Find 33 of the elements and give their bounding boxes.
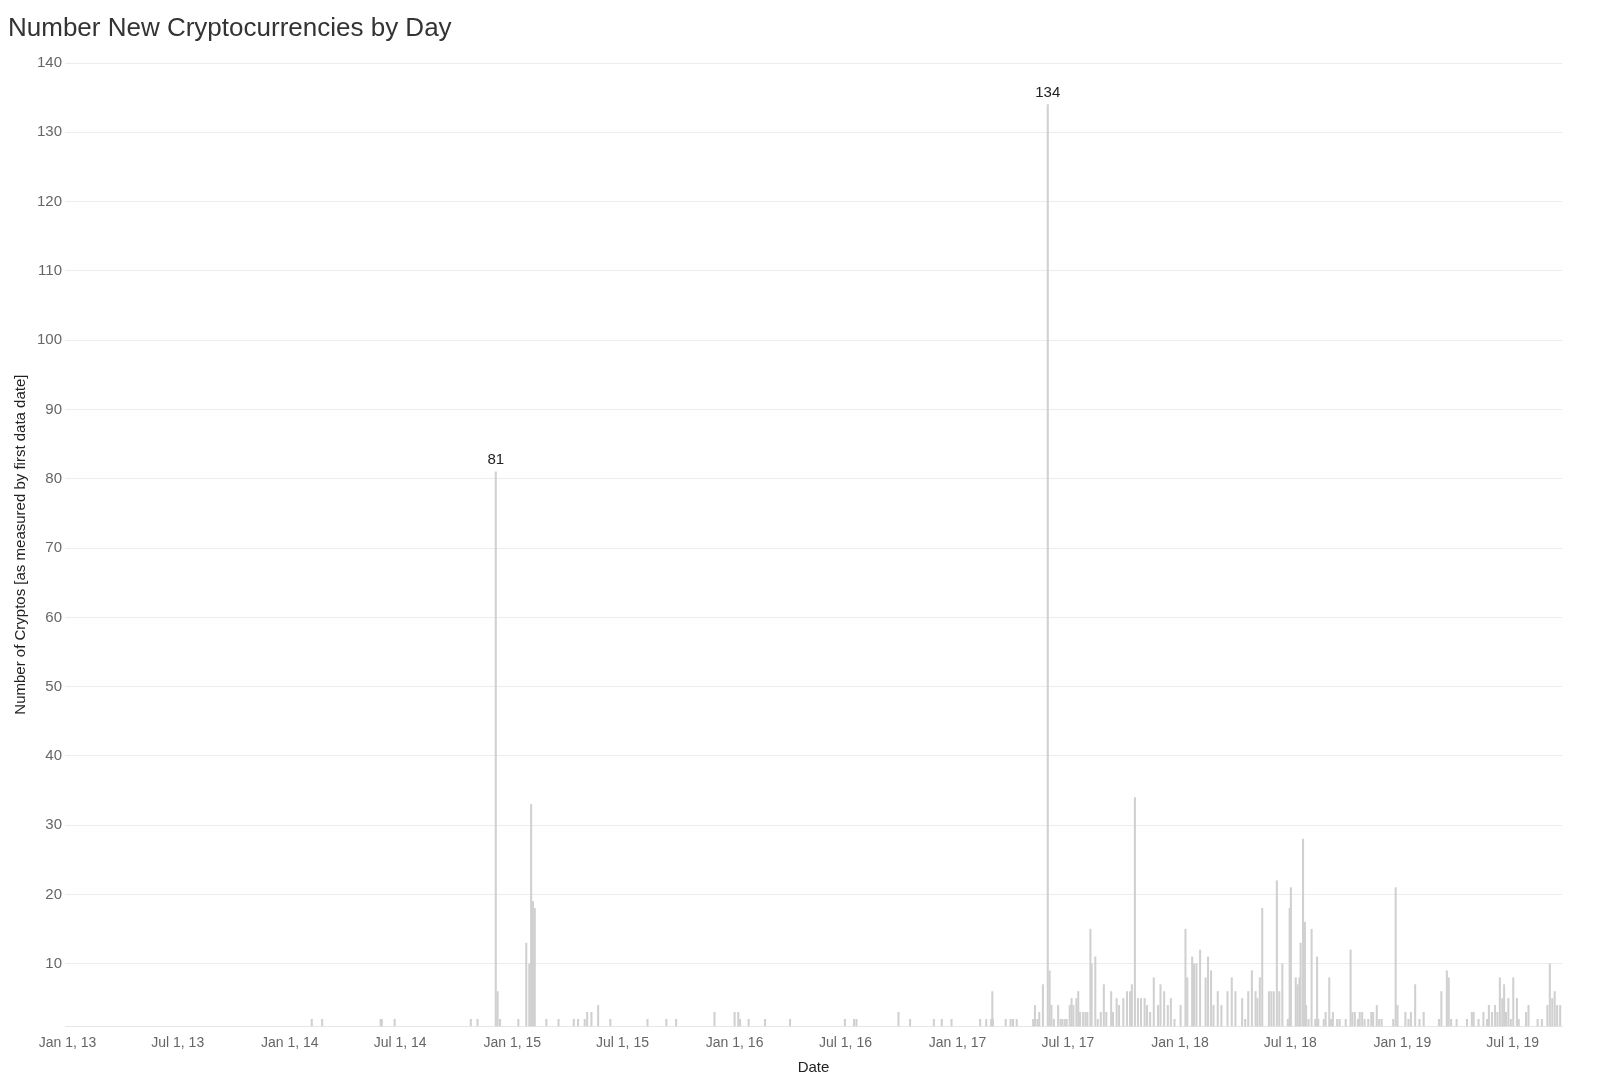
- x-tick-label: Jan 1, 19: [1373, 1034, 1432, 1051]
- y-tick-label: 70: [45, 538, 63, 556]
- annotation: 134: [1035, 83, 1061, 101]
- y-tick-label: 50: [45, 676, 63, 694]
- x-tick-label: Jul 1, 18: [1263, 1034, 1317, 1051]
- annotation: 81: [487, 450, 505, 468]
- x-tick-label: Jan 1, 16: [705, 1034, 764, 1051]
- y-tick-label: 100: [37, 330, 63, 348]
- y-tick-label: 130: [37, 122, 63, 140]
- chart-title: Number New Cryptocurrencies by Day: [8, 11, 453, 44]
- y-tick-label: 90: [45, 399, 63, 417]
- x-axis-title: Date: [797, 1058, 830, 1076]
- y-tick-label: 40: [45, 746, 63, 764]
- y-tick-label: 110: [38, 261, 63, 279]
- y-tick-label: 60: [45, 607, 63, 625]
- y-tick-label: 30: [45, 815, 63, 833]
- x-tick-label: Jul 1, 17: [1041, 1034, 1095, 1051]
- x-tick-label: Jul 1, 16: [819, 1034, 873, 1051]
- y-tick-label: 120: [37, 191, 63, 209]
- x-tick-label: Jul 1, 13: [151, 1034, 205, 1051]
- y-tick-label: 10: [45, 953, 63, 971]
- x-tick-label: Jan 1, 13: [38, 1034, 97, 1051]
- y-tick-label: 140: [37, 53, 63, 71]
- x-tick-label: Jan 1, 17: [928, 1034, 987, 1051]
- x-tick-label: Jul 1, 15: [596, 1034, 650, 1051]
- x-tick-label: Jan 1, 14: [261, 1034, 319, 1051]
- x-tick-label: Jul 1, 19: [1486, 1034, 1540, 1051]
- y-tick-label: 80: [45, 468, 63, 486]
- x-tick-label: Jan 1, 18: [1151, 1034, 1209, 1051]
- x-tick-label: Jul 1, 14: [373, 1034, 427, 1051]
- y-tick-label: 20: [45, 884, 63, 902]
- x-tick-label: Jan 1, 15: [483, 1034, 542, 1051]
- y-axis-title: Number of Cryptos [as measured by first data date]: [11, 374, 29, 715]
